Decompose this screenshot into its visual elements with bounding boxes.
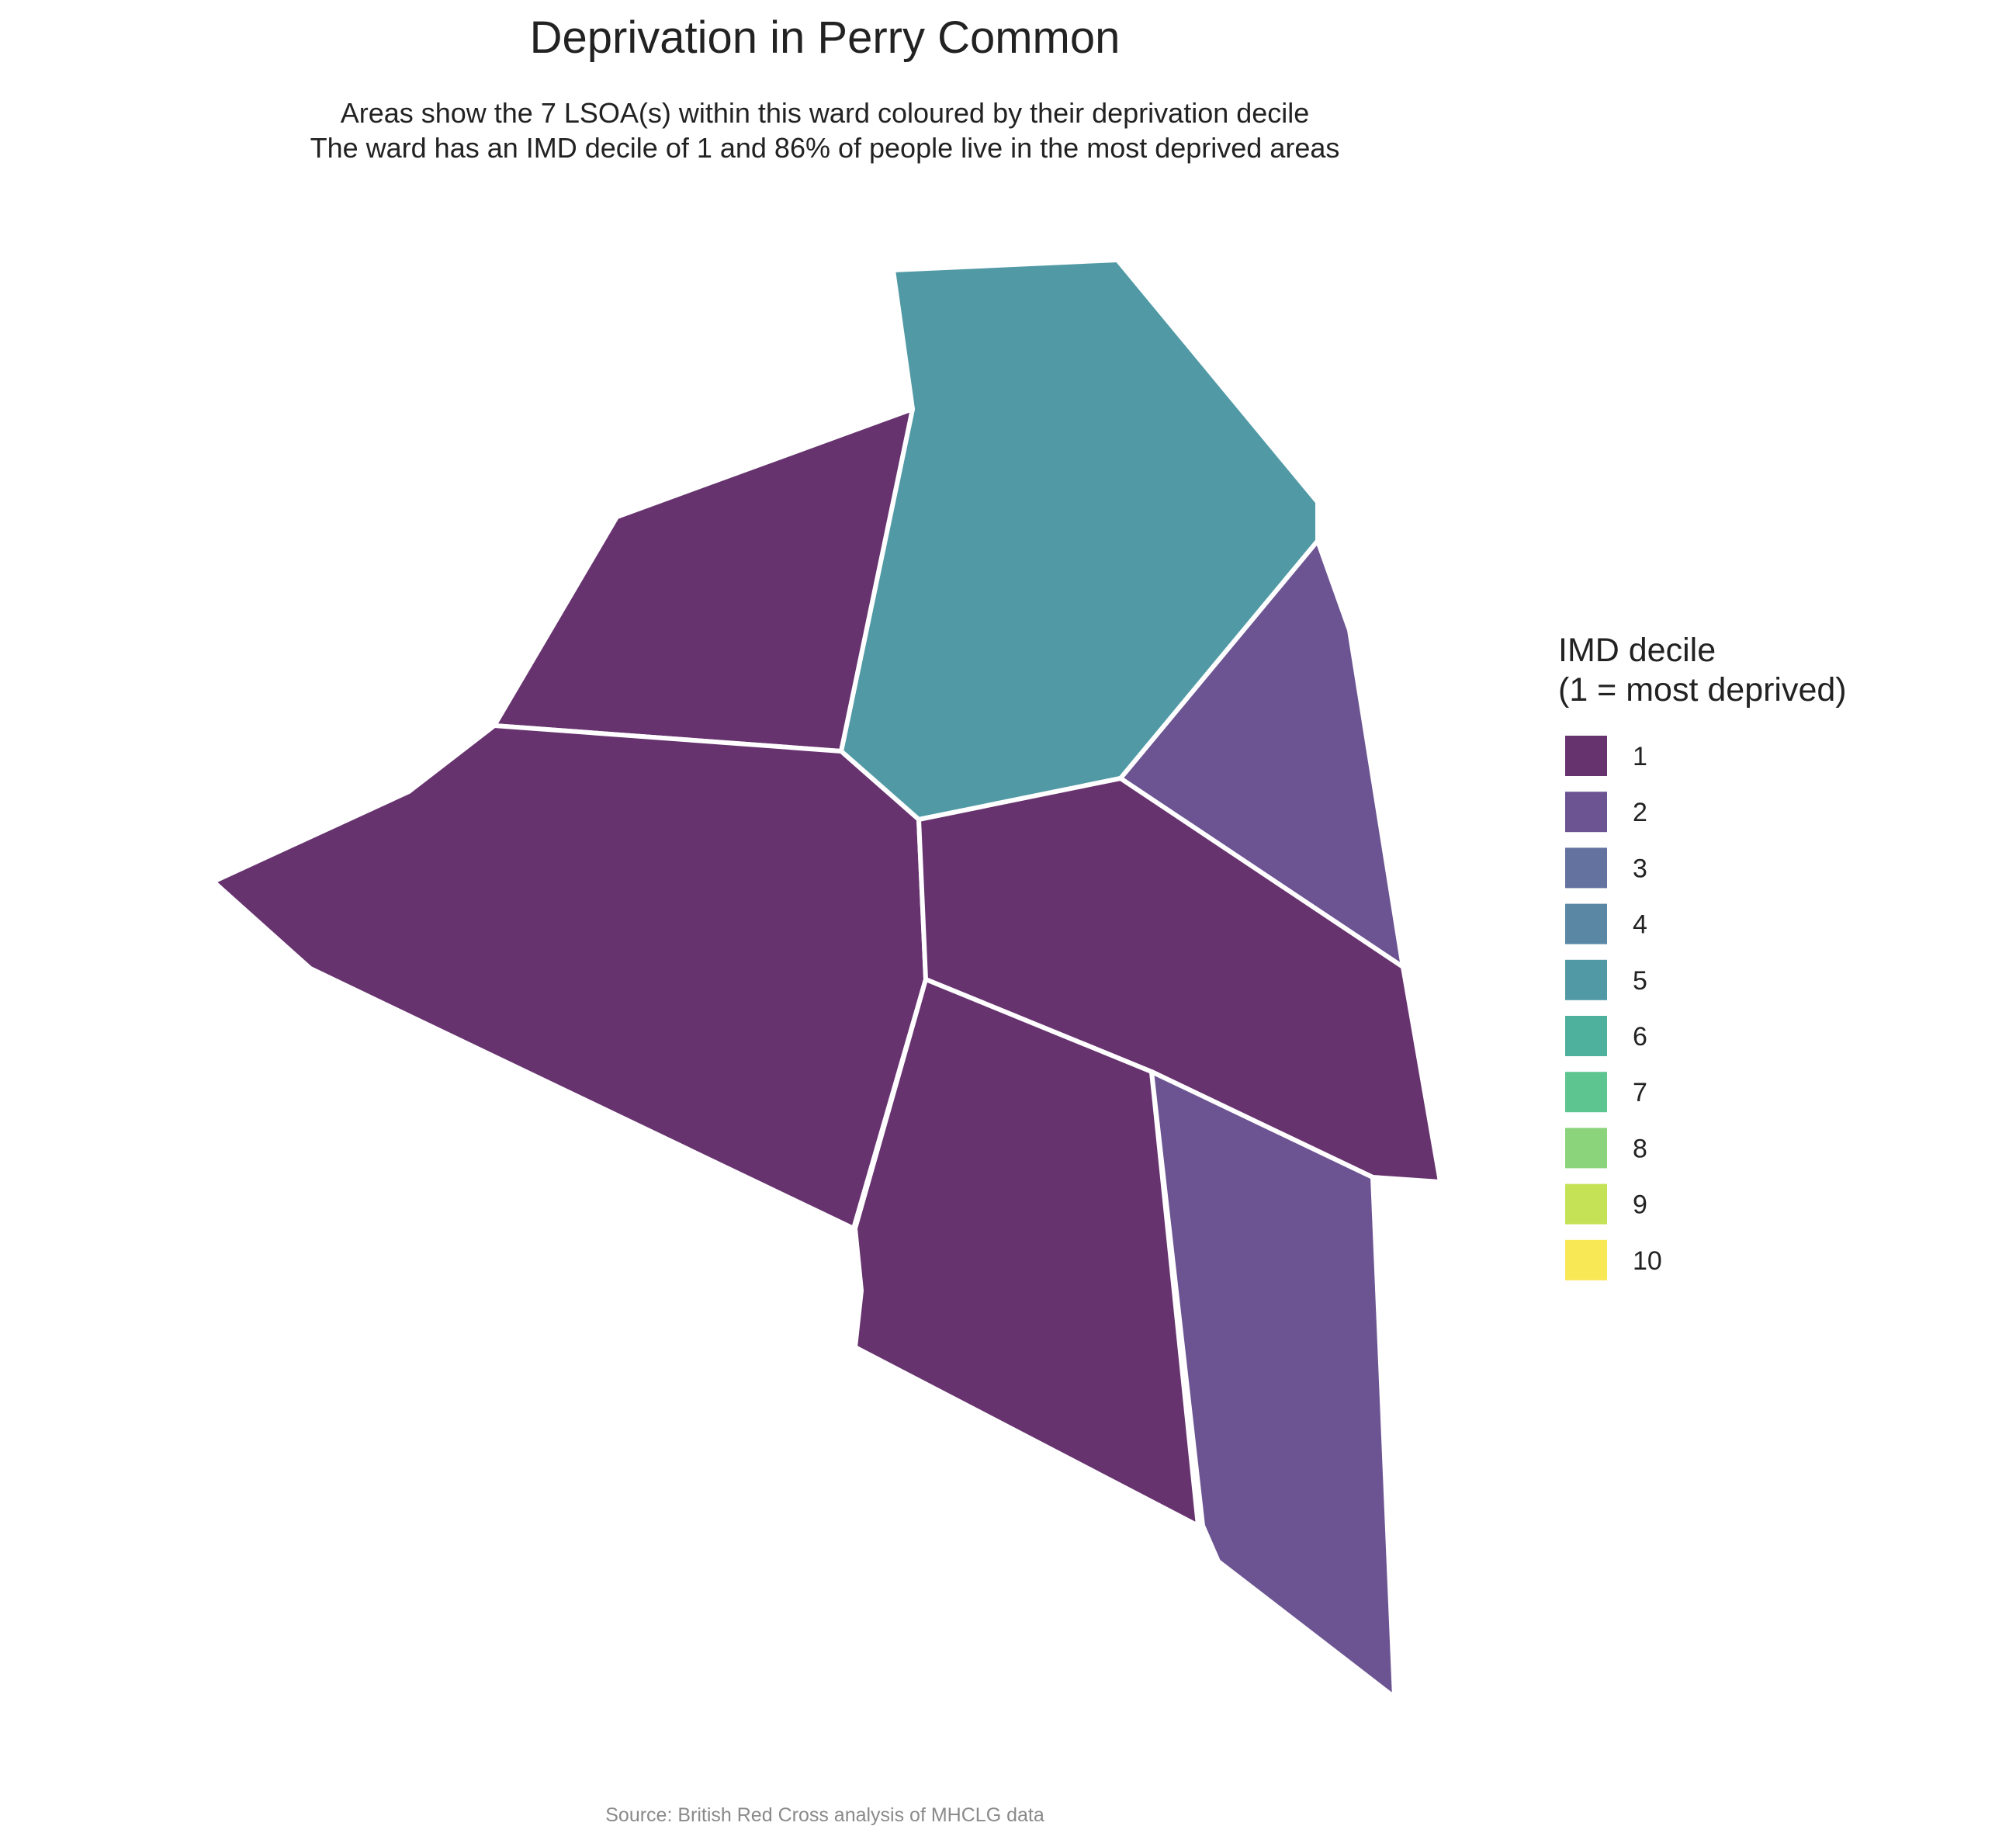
legend-key-3 xyxy=(1565,847,1607,889)
legend-title-line2: (1 = most deprived) xyxy=(1558,671,1847,709)
legend-key-7 xyxy=(1565,1072,1607,1113)
source-caption: Source: British Red Cross analysis of MH… xyxy=(605,1804,1044,1826)
legend-items: 1 2 3 4 5 6 7 8 9 10 xyxy=(1565,736,1662,1280)
legend-key-10 xyxy=(1565,1239,1607,1280)
map-subtitle-line2: The ward has an IMD decile of 1 and 86% … xyxy=(310,132,1340,164)
lsoa-south-east xyxy=(1149,1069,1397,1700)
map-title: Deprivation in Perry Common xyxy=(530,12,1121,63)
legend-key-1 xyxy=(1565,736,1607,776)
legend-key-9 xyxy=(1565,1183,1607,1225)
legend-label-1: 1 xyxy=(1633,742,1647,771)
lsoa-areas xyxy=(211,258,1443,1700)
legend-label-2: 2 xyxy=(1633,798,1647,827)
legend-label-8: 8 xyxy=(1633,1134,1647,1163)
legend-label-10: 10 xyxy=(1633,1246,1662,1276)
legend-key-8 xyxy=(1565,1128,1607,1169)
legend-key-6 xyxy=(1565,1016,1607,1056)
legend-key-4 xyxy=(1565,903,1607,944)
legend-title-line1: IMD decile xyxy=(1558,632,1716,669)
legend-label-7: 7 xyxy=(1633,1078,1647,1107)
legend-label-3: 3 xyxy=(1633,854,1647,883)
lsoa-north-west xyxy=(492,407,915,754)
legend-key-2 xyxy=(1565,792,1607,833)
map-subtitle-line1: Areas show the 7 LSOA(s) within this war… xyxy=(341,97,1310,129)
legend-label-4: 4 xyxy=(1633,910,1647,940)
legend-label-9: 9 xyxy=(1633,1190,1647,1220)
legend-label-5: 5 xyxy=(1633,966,1647,996)
legend-key-5 xyxy=(1565,959,1607,1000)
legend: IMD decile (1 = most deprived) 1 2 3 4 5 6 7 8 9… xyxy=(1558,632,1847,1280)
legend-label-6: 6 xyxy=(1633,1022,1647,1052)
lsoa-west xyxy=(211,723,928,1231)
